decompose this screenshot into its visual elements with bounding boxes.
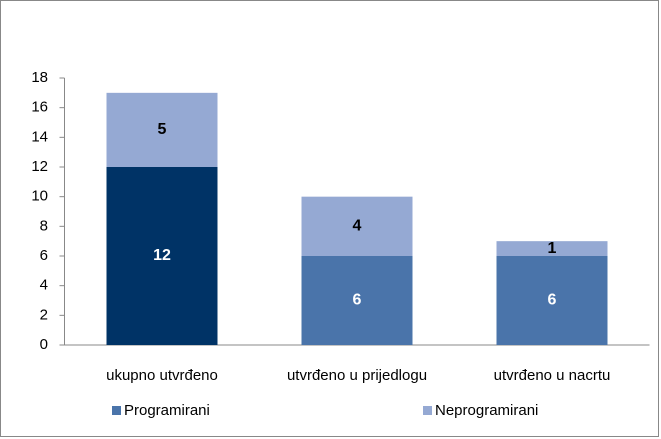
bar-segment (106, 167, 218, 345)
bar-segment (496, 241, 608, 256)
y-tick-label: 2 (40, 306, 48, 323)
y-tick-label: 4 (40, 277, 48, 294)
bar-segment (301, 256, 413, 345)
x-tick-label: ukupno utvrđeno (106, 367, 218, 384)
data-label: 4 (353, 218, 362, 235)
legend-label: Neprogramirani (435, 402, 538, 419)
y-tick-label: 10 (31, 188, 48, 205)
legend-swatch (423, 406, 432, 415)
data-label: 1 (548, 240, 557, 257)
y-tick-label: 0 (40, 336, 48, 353)
y-tick-label: 8 (40, 217, 48, 234)
bar-segment (496, 256, 608, 345)
data-label: 6 (353, 292, 362, 309)
legend-swatch (112, 406, 121, 415)
x-tick-label: utvrđeno u prijedlogu (287, 367, 427, 384)
bar-segment (106, 92, 218, 167)
data-label: 6 (548, 292, 557, 309)
y-tick-label: 14 (31, 128, 48, 145)
y-tick-label: 18 (31, 69, 48, 86)
bar-segment (301, 196, 413, 256)
x-tick-label: utvrđeno u nacrtu (494, 367, 611, 384)
y-tick-label: 6 (40, 247, 48, 264)
y-tick-label: 12 (31, 158, 48, 175)
y-tick-label: 16 (31, 99, 48, 116)
legend-label: Programirani (124, 402, 210, 419)
data-label: 12 (153, 247, 171, 264)
data-label: 5 (158, 121, 167, 138)
